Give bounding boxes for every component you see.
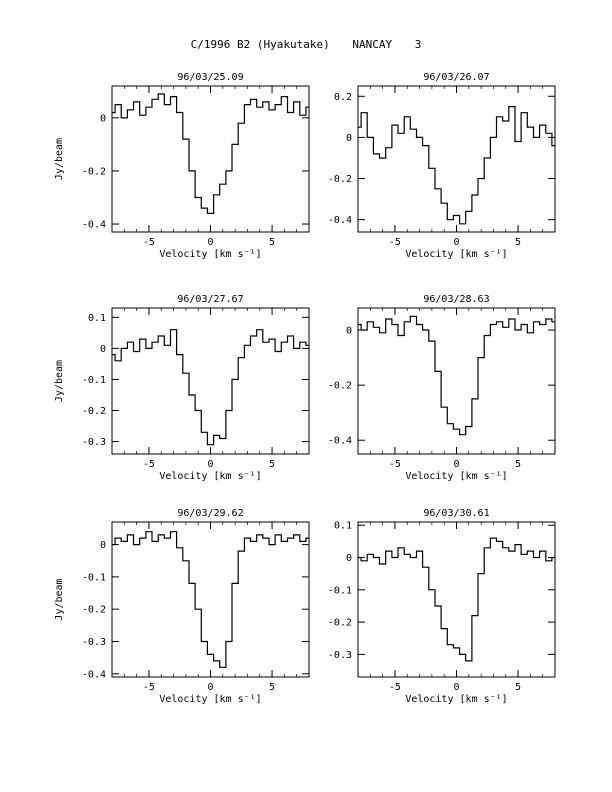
x-tick-label: 0 xyxy=(207,237,213,248)
y-tick-label: -0.2 xyxy=(82,166,106,177)
x-axis-label: Velocity [km s⁻¹] xyxy=(405,249,507,260)
spectrum-line xyxy=(358,106,555,225)
plot-frame xyxy=(357,521,556,678)
y-tick-label: 0 xyxy=(346,553,352,564)
spectrum-line xyxy=(112,93,309,214)
x-tick-label: -5 xyxy=(143,459,155,470)
y-tick-label: -0.3 xyxy=(82,637,106,648)
y-tick-label: 0 xyxy=(346,133,352,144)
y-tick-label: -0.3 xyxy=(82,437,106,448)
plot-frame xyxy=(357,307,556,455)
y-tick-label: -0.2 xyxy=(82,605,106,616)
x-tick-label: 5 xyxy=(515,459,521,470)
station-name: NANCAY xyxy=(352,38,393,51)
x-tick-label: 0 xyxy=(453,237,459,248)
y-tick-label: -0.1 xyxy=(82,572,106,583)
spectrum-line xyxy=(358,537,555,662)
plot-frame xyxy=(357,85,556,233)
y-tick-label: -0.2 xyxy=(328,618,352,629)
spectrum-panel-5: 96/03/29.62 -5 0 5 0 -0.1 -0.2 -0.3 -0.4 Velocity… xyxy=(54,508,310,705)
x-axis-label: Velocity [km s⁻¹] xyxy=(159,694,261,705)
y-tick-label: -0.3 xyxy=(328,650,352,661)
panel-title: 96/03/29.62 xyxy=(177,508,243,519)
x-tick-label: -5 xyxy=(143,682,155,693)
spectrum-panel-2: 96/03/26.07 -5 0 5 0.2 0 -0.2 -0.4 Velocity [km … xyxy=(328,72,556,260)
x-tick-label: -5 xyxy=(389,682,401,693)
y-tick-label: -0.2 xyxy=(328,381,352,392)
plot-frame xyxy=(111,307,310,455)
x-tick-label: 0 xyxy=(207,682,213,693)
y-tick-label: 0.2 xyxy=(334,92,352,103)
y-axis-label: Jy/beam xyxy=(54,578,65,620)
panel-title: 96/03/30.61 xyxy=(423,508,489,519)
x-tick-label: -5 xyxy=(389,459,401,470)
y-tick-label: 0.1 xyxy=(334,521,352,532)
x-tick-label: 5 xyxy=(515,682,521,693)
y-tick-label: 0 xyxy=(100,113,106,124)
figure-header: C/1996 B2 (Hyakutake) NANCAY 3 xyxy=(0,38,612,51)
panel-title: 96/03/25.09 xyxy=(177,72,243,83)
x-tick-label: -5 xyxy=(143,237,155,248)
x-tick-label: 5 xyxy=(269,459,275,470)
y-tick-label: -0.4 xyxy=(328,436,352,447)
spectrum-panel-4: 96/03/28.63 -5 0 5 0 -0.2 -0.4 Velocity [km s⁻¹… xyxy=(328,294,556,482)
x-tick-label: 5 xyxy=(515,237,521,248)
comet-title: C/1996 B2 (Hyakutake) xyxy=(190,38,330,51)
y-tick-label: 0 xyxy=(100,540,106,551)
y-tick-label: 0.1 xyxy=(88,313,106,324)
spectrum-panel-1: 96/03/25.09 -5 0 5 0 -0.2 -0.4 Velocity [km s⁻¹… xyxy=(54,72,310,260)
x-axis-label: Velocity [km s⁻¹] xyxy=(159,249,261,260)
x-tick-label: -5 xyxy=(389,237,401,248)
y-tick-label: -0.4 xyxy=(82,669,106,680)
panel-title: 96/03/28.63 xyxy=(423,294,489,305)
x-tick-label: 0 xyxy=(453,459,459,470)
spectrum-line xyxy=(358,315,555,436)
y-axis-label: Jy/beam xyxy=(54,360,65,402)
y-tick-label: -0.4 xyxy=(328,215,352,226)
y-tick-label: 0 xyxy=(100,344,106,355)
page-number: 3 xyxy=(414,38,422,51)
x-tick-label: 0 xyxy=(207,459,213,470)
x-axis-label: Velocity [km s⁻¹] xyxy=(405,694,507,705)
x-tick-label: 0 xyxy=(453,682,459,693)
plot-frame xyxy=(111,521,310,678)
y-tick-label: -0.4 xyxy=(82,220,106,231)
y-tick-label: 0 xyxy=(346,326,352,337)
panel-title: 96/03/27.67 xyxy=(177,294,243,305)
y-tick-label: -0.1 xyxy=(82,375,106,386)
spectrum-line xyxy=(112,531,309,668)
x-axis-label: Velocity [km s⁻¹] xyxy=(159,471,261,482)
x-tick-label: 5 xyxy=(269,682,275,693)
x-axis-label: Velocity [km s⁻¹] xyxy=(405,471,507,482)
x-tick-label: 5 xyxy=(269,237,275,248)
spectrum-panel-3: 96/03/27.67 -5 0 5 0.1 0 -0.1 -0.2 -0.3 Velocity … xyxy=(54,294,310,482)
panel-title: 96/03/26.07 xyxy=(423,72,489,83)
spectrum-line xyxy=(112,329,309,446)
y-axis-label: Jy/beam xyxy=(54,138,65,180)
y-tick-label: -0.2 xyxy=(328,174,352,185)
spectrum-panel-6: 96/03/30.61 -5 0 5 0.1 0 -0.1 -0.2 -0.3 Velocity … xyxy=(328,508,556,705)
plot-frame xyxy=(111,85,310,233)
y-tick-label: -0.2 xyxy=(82,406,106,417)
y-tick-label: -0.1 xyxy=(328,585,352,596)
